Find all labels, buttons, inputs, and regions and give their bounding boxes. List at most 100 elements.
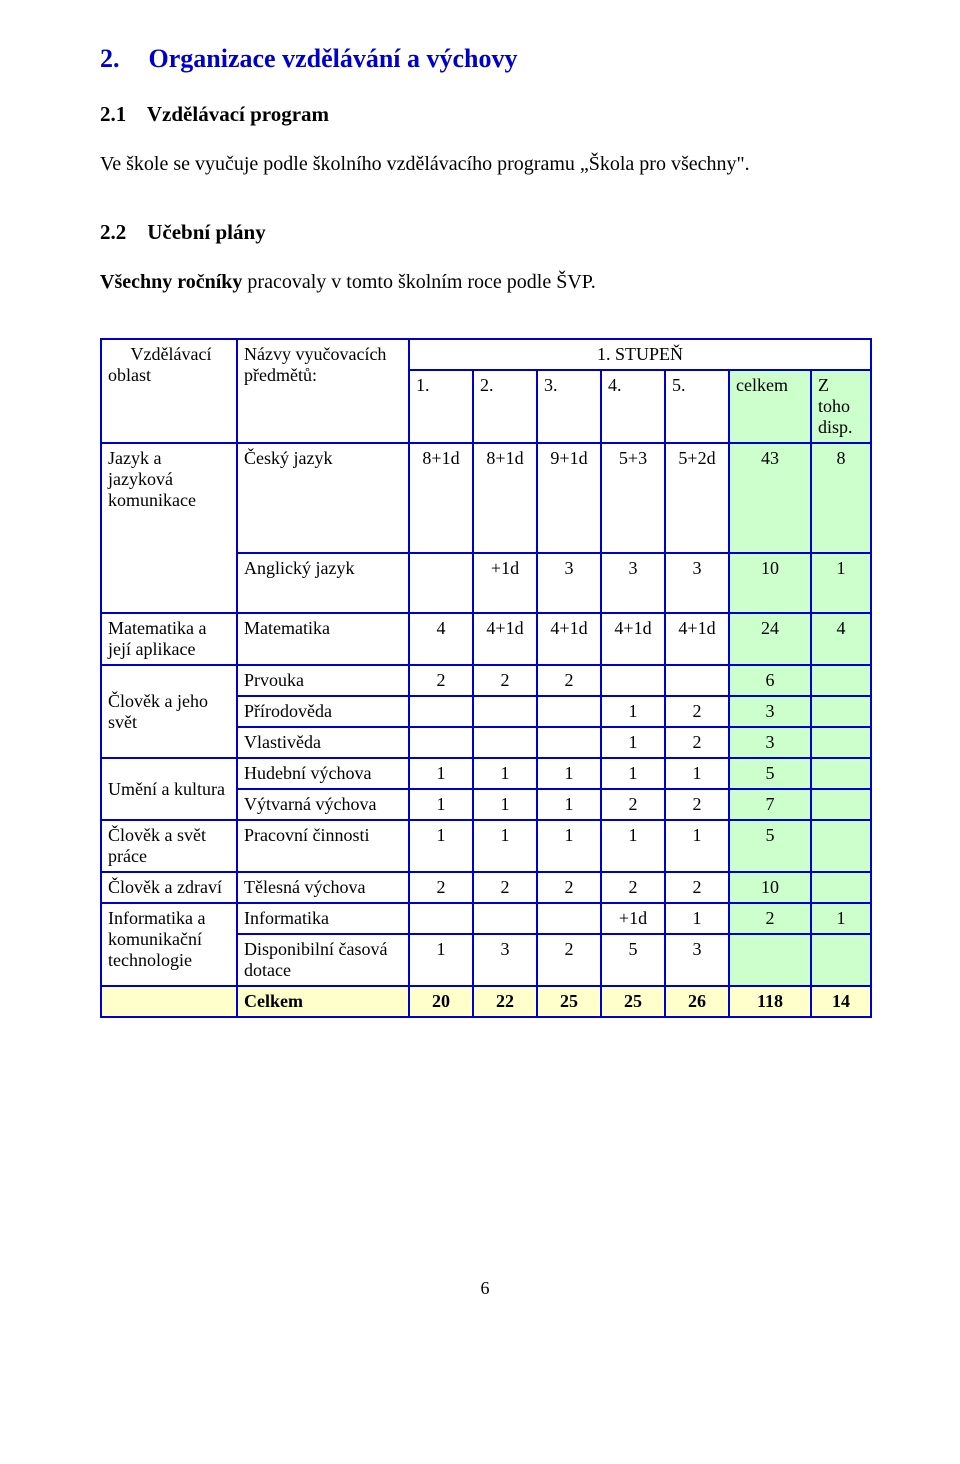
cell: 2 xyxy=(409,872,473,903)
cell xyxy=(665,665,729,696)
table-row: Informatika a komunikační technologie In… xyxy=(101,903,871,934)
cell: 2 xyxy=(409,665,473,696)
head-predmety: Názvy vyučovacích předmětů: xyxy=(237,339,409,443)
subject: Přírodověda xyxy=(237,696,409,727)
cell: 1 xyxy=(537,789,601,820)
cell: 1 xyxy=(473,789,537,820)
head-oblast: Vzdělávací oblast xyxy=(101,339,237,443)
cell: 25 xyxy=(601,986,665,1017)
table-row: Jazyk a jazyková komunikace Český jazyk … xyxy=(101,443,871,553)
col-celkem: celkem xyxy=(729,370,811,443)
cell-disp: 14 xyxy=(811,986,871,1017)
cell-disp xyxy=(811,872,871,903)
cell-celkem: 5 xyxy=(729,820,811,872)
cell-celkem: 43 xyxy=(729,443,811,553)
cell xyxy=(537,727,601,758)
cell-celkem: 3 xyxy=(729,696,811,727)
cell: 2 xyxy=(601,872,665,903)
col-5: 5. xyxy=(665,370,729,443)
cell: 4+1d xyxy=(601,613,665,665)
cell xyxy=(473,696,537,727)
cell: 1 xyxy=(409,789,473,820)
cell-disp: 1 xyxy=(811,553,871,613)
cell xyxy=(537,903,601,934)
cell xyxy=(473,903,537,934)
cell xyxy=(409,727,473,758)
cell: 3 xyxy=(537,553,601,613)
cell: 1 xyxy=(601,727,665,758)
subject: Český jazyk xyxy=(237,443,409,553)
cell-disp xyxy=(811,696,871,727)
cell: 4+1d xyxy=(473,613,537,665)
col-3: 3. xyxy=(537,370,601,443)
subject: Hudební výchova xyxy=(237,758,409,789)
cell: 22 xyxy=(473,986,537,1017)
heading-2-2-text: Učební plány xyxy=(147,220,265,244)
table-row: Člověk a jeho svět Prvouka 2 2 2 6 xyxy=(101,665,871,696)
subject: Vlastivěda xyxy=(237,727,409,758)
cell: 2 xyxy=(665,727,729,758)
cell: 1 xyxy=(601,696,665,727)
subject: Anglický jazyk xyxy=(237,553,409,613)
cell: 4+1d xyxy=(665,613,729,665)
table-row: Člověk a zdraví Tělesná výchova 2 2 2 2 … xyxy=(101,872,871,903)
cell: 1 xyxy=(473,820,537,872)
oblast-informatika: Informatika a komunikační technologie xyxy=(101,903,237,986)
cell: 1 xyxy=(601,758,665,789)
cell: 5+2d xyxy=(665,443,729,553)
heading-1-text: Organizace vzdělávání a výchovy xyxy=(149,44,518,73)
table-row-total: Celkem 20 22 25 25 26 118 14 xyxy=(101,986,871,1017)
cell: 2 xyxy=(665,696,729,727)
oblast-clovek-prace: Člověk a svět práce xyxy=(101,820,237,872)
cell-disp xyxy=(811,727,871,758)
cell xyxy=(409,903,473,934)
paragraph-2-2: Všechny ročníky pracovaly v tomto školní… xyxy=(100,271,870,294)
cell-celkem: 2 xyxy=(729,903,811,934)
table-row: Člověk a svět práce Pracovní činnosti 1 … xyxy=(101,820,871,872)
cell: +1d xyxy=(601,903,665,934)
oblast-jazyk: Jazyk a jazyková komunikace xyxy=(101,443,237,613)
subject: Tělesná výchova xyxy=(237,872,409,903)
page-number: 6 xyxy=(100,1278,870,1299)
cell: 2 xyxy=(537,934,601,986)
subject: Matematika xyxy=(237,613,409,665)
cell-disp xyxy=(811,758,871,789)
cell: 4 xyxy=(409,613,473,665)
cell: 2 xyxy=(473,665,537,696)
cell-celkem: 10 xyxy=(729,553,811,613)
table-row: Matematika a její aplikace Matematika 4 … xyxy=(101,613,871,665)
paragraph-2-2-rest: pracovaly v tomto školním roce podle ŠVP… xyxy=(242,271,595,293)
cell-disp: 4 xyxy=(811,613,871,665)
subject: Pracovní činnosti xyxy=(237,820,409,872)
cell: 1 xyxy=(409,820,473,872)
heading-2-1: 2.1 Vzdělávací program xyxy=(100,102,870,127)
cell-disp xyxy=(811,934,871,986)
subject: Informatika xyxy=(237,903,409,934)
ucebni-plany-table: Vzdělávací oblast Názvy vyučovacích před… xyxy=(100,338,872,1018)
cell: 3 xyxy=(665,934,729,986)
heading-2-1-text: Vzdělávací program xyxy=(147,102,329,126)
cell: 1 xyxy=(537,758,601,789)
cell-celkem: 7 xyxy=(729,789,811,820)
col-4: 4. xyxy=(601,370,665,443)
cell: 1 xyxy=(601,820,665,872)
col-2: 2. xyxy=(473,370,537,443)
cell: 2 xyxy=(665,872,729,903)
table-row: Umění a kultura Hudební výchova 1 1 1 1 … xyxy=(101,758,871,789)
cell: 1 xyxy=(409,758,473,789)
oblast-umeni: Umění a kultura xyxy=(101,758,237,820)
cell xyxy=(537,696,601,727)
subject: Prvouka xyxy=(237,665,409,696)
cell: 2 xyxy=(665,789,729,820)
cell xyxy=(101,986,237,1017)
subject: Disponibilní časová dotace xyxy=(237,934,409,986)
cell: 2 xyxy=(601,789,665,820)
paragraph-2-2-bold: Všechny ročníky xyxy=(100,271,242,293)
cell: 5 xyxy=(601,934,665,986)
cell: 8+1d xyxy=(409,443,473,553)
oblast-clovek-jeho-svet: Člověk a jeho svět xyxy=(101,665,237,758)
subject-celkem: Celkem xyxy=(237,986,409,1017)
cell xyxy=(473,727,537,758)
cell-disp: 1 xyxy=(811,903,871,934)
cell-disp xyxy=(811,789,871,820)
